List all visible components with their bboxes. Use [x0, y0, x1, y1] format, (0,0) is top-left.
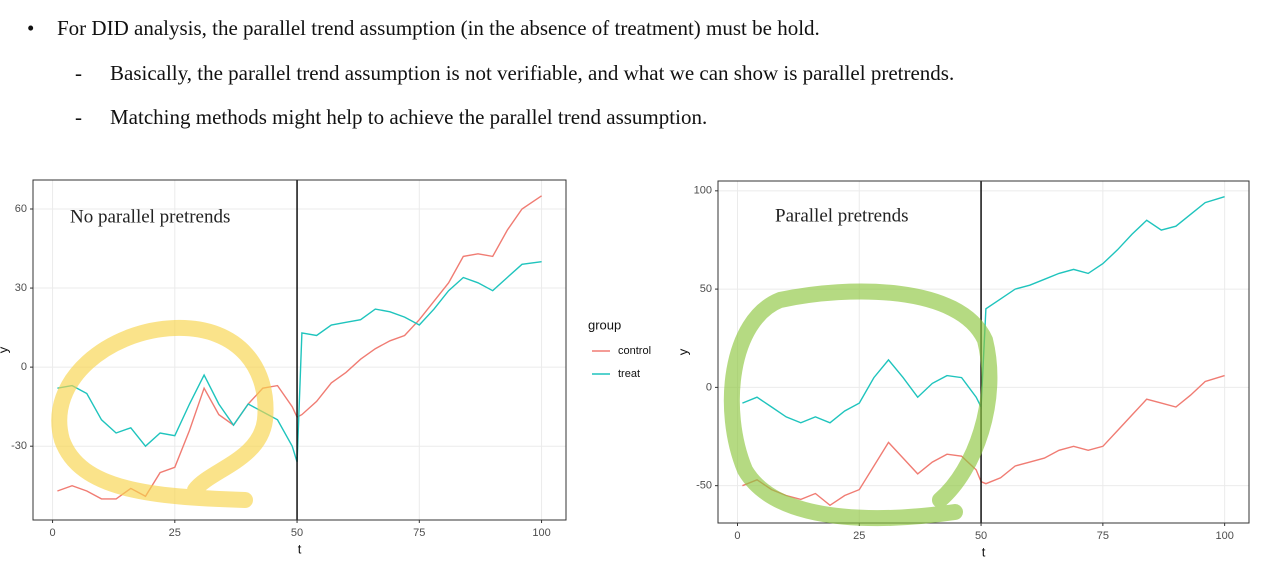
- x-tick-label: 0: [49, 527, 55, 539]
- panel-border: [717, 180, 1250, 524]
- y-tick-label: -30: [11, 440, 27, 452]
- x-tick-label: 100: [532, 527, 550, 539]
- hand-circle: [723, 283, 998, 527]
- y-tick-label: -50: [696, 480, 712, 492]
- y-tick-label: 50: [700, 283, 712, 295]
- x-tick-label: 25: [853, 530, 865, 542]
- legend-label: treat: [618, 368, 640, 380]
- x-tick-label: 0: [734, 530, 740, 542]
- bullet-sub: Matching methods might help to achieve t…: [110, 105, 708, 129]
- annotation: Parallel pretrends: [775, 205, 908, 226]
- y-tick-label: 0: [21, 361, 27, 373]
- bullet-mark: •: [27, 16, 35, 40]
- x-tick-label: 25: [169, 527, 181, 539]
- x-tick-label: 100: [1215, 530, 1233, 542]
- legend-label: control: [618, 345, 651, 357]
- y-tick-label: 0: [706, 381, 712, 393]
- y-tick-label: 100: [694, 185, 712, 197]
- hand-circle: [51, 319, 274, 508]
- panel-border: [32, 179, 567, 521]
- y-axis-label: y: [675, 348, 690, 355]
- x-axis-label: t: [298, 541, 302, 556]
- y-axis-label: y: [0, 346, 10, 353]
- legend-title: group: [588, 317, 621, 332]
- annotation: No parallel pretrends: [70, 206, 230, 227]
- x-tick-label: 75: [1097, 530, 1109, 542]
- panel: [33, 180, 566, 520]
- dash: -: [75, 105, 82, 129]
- x-tick-label: 75: [413, 527, 425, 539]
- bullet-sub: Basically, the parallel trend assumption…: [110, 61, 955, 85]
- x-axis-label: t: [982, 544, 986, 559]
- x-tick-label: 50: [975, 530, 987, 542]
- dash: -: [75, 61, 82, 85]
- y-tick-label: 30: [15, 282, 27, 294]
- y-tick-label: 60: [15, 203, 27, 215]
- x-tick-label: 50: [291, 527, 303, 539]
- bullet-main: For DID analysis, the parallel trend ass…: [57, 16, 820, 40]
